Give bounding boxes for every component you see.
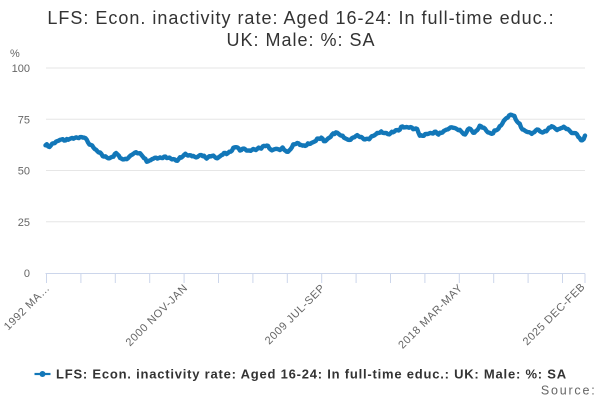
svg-text:LFS: Econ. inactivity rate: Ag: LFS: Econ. inactivity rate: Aged 16-24: …: [56, 367, 567, 382]
svg-text:25: 25: [18, 217, 30, 229]
svg-text:2025 DEC-FEB: 2025 DEC-FEB: [521, 281, 588, 348]
svg-text:2009 JUL-SEP: 2009 JUL-SEP: [263, 282, 328, 347]
svg-text:100: 100: [12, 63, 30, 75]
svg-text:0: 0: [24, 268, 30, 280]
svg-text:2000 NOV-JAN: 2000 NOV-JAN: [124, 282, 191, 349]
svg-text:LFS: Econ. inactivity rate: Ag: LFS: Econ. inactivity rate: Aged 16-24: …: [47, 8, 554, 28]
svg-text:2018 MAR-MAY: 2018 MAR-MAY: [396, 282, 465, 351]
svg-text:1992 MA…: 1992 MA…: [2, 282, 53, 333]
svg-text:Source:: Source:: [541, 384, 597, 398]
svg-text:75: 75: [18, 114, 30, 126]
svg-text:%: %: [10, 48, 20, 60]
svg-text:50: 50: [18, 166, 30, 178]
svg-text:UK: Male: %: SA: UK: Male: %: SA: [226, 30, 375, 50]
